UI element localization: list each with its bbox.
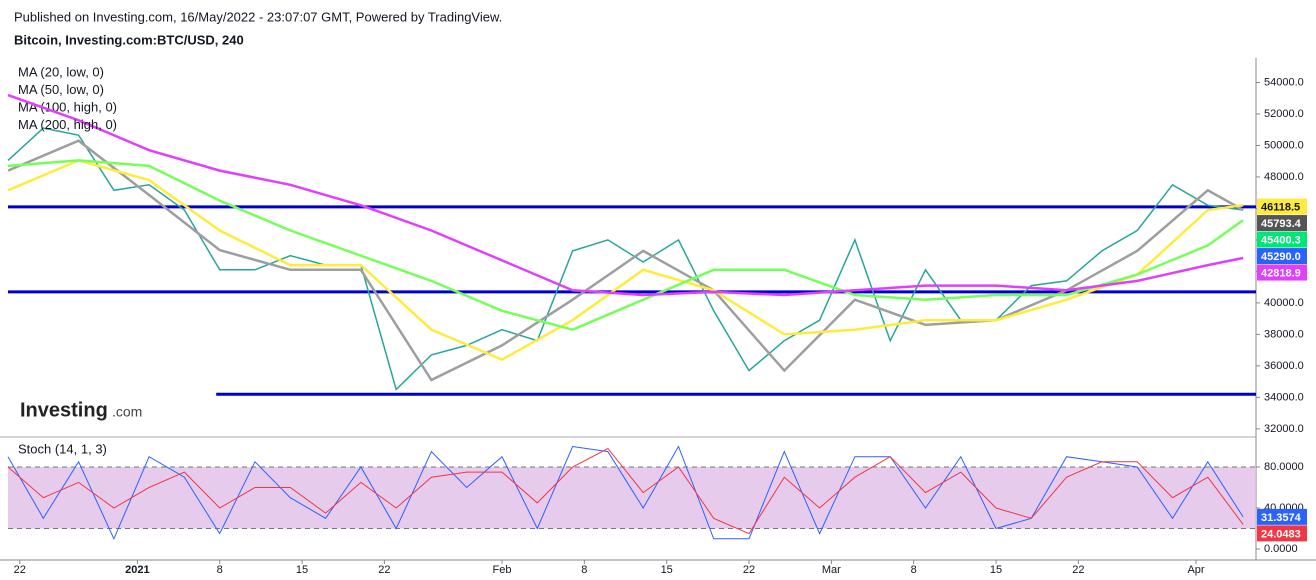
y-tick-label: 40000.0 <box>1264 297 1304 309</box>
price-tag-label: 45793.4 <box>1261 218 1302 230</box>
price-tag <box>1257 231 1307 248</box>
y-tick-label: 80.0000 <box>1264 461 1304 473</box>
x-tick-label: 15 <box>990 564 1002 576</box>
price-tag <box>1257 525 1307 542</box>
x-tick-label: 22 <box>378 564 390 576</box>
y-tick-label: 52000.0 <box>1264 108 1304 120</box>
stoch-line <box>7 445 1244 541</box>
price-tag <box>1257 264 1307 281</box>
x-tick-label: 15 <box>296 564 308 576</box>
y-tick-label: 54000.0 <box>1264 76 1304 88</box>
x-tick-label: Apr <box>1187 564 1204 576</box>
logo-suffix: .com <box>112 404 142 420</box>
price-tag <box>1257 248 1307 265</box>
x-tick-label: 22 <box>1072 564 1084 576</box>
ma-line <box>7 93 1244 297</box>
legend-entry: MA (200, high, 0) <box>18 117 117 132</box>
price-tag-label: 24.0483 <box>1261 528 1301 540</box>
x-tick-label: 15 <box>661 564 673 576</box>
price-tag-label: 45400.3 <box>1261 234 1301 246</box>
ma-line <box>7 159 1244 332</box>
y-tick-label: 0.0000 <box>1264 543 1298 555</box>
price-tag <box>1257 215 1307 232</box>
stoch-title: Stoch (14, 1, 3) <box>18 441 107 456</box>
published-note: Published on Investing.com, 16/May/2022 … <box>14 9 502 24</box>
price-tag <box>1257 198 1307 215</box>
price-tag <box>1257 508 1307 525</box>
price-tag-label: 46118.5 <box>1261 201 1300 213</box>
x-tick-label: 22 <box>14 564 26 576</box>
price-tag-label: 45290.0 <box>1261 251 1301 263</box>
stoch-band <box>8 466 1256 529</box>
price-tag-label: 31.3574 <box>1261 512 1302 524</box>
y-tick-label: 34000.0 <box>1264 391 1304 403</box>
y-tick-label: 36000.0 <box>1264 360 1304 372</box>
y-tick-label: 32000.0 <box>1264 423 1304 435</box>
ma-line <box>7 159 1244 361</box>
price-tag-label: 42818.9 <box>1261 267 1301 279</box>
legend-entry: MA (20, low, 0) <box>18 64 104 79</box>
x-tick-label: 2021 <box>125 564 149 576</box>
x-tick-label: 8 <box>217 564 223 576</box>
x-tick-label: Mar <box>822 564 841 576</box>
x-tick-label: Feb <box>493 564 512 576</box>
y-tick-label: 50000.0 <box>1264 139 1304 151</box>
legend-entry: MA (100, high, 0) <box>18 99 117 114</box>
legend-entry: MA (50, low, 0) <box>18 82 104 97</box>
price-line <box>7 127 1244 391</box>
x-tick-label: 8 <box>581 564 587 576</box>
chart-title: Bitcoin, Investing.com:BTC/USD, 240 <box>14 32 244 47</box>
y-tick-label: 48000.0 <box>1264 171 1304 183</box>
stoch-line <box>7 447 1244 535</box>
x-tick-label: 22 <box>743 564 755 576</box>
logo: Investing <box>20 399 108 421</box>
y-tick-label: 38000.0 <box>1264 328 1304 340</box>
x-tick-label: 8 <box>911 564 917 576</box>
